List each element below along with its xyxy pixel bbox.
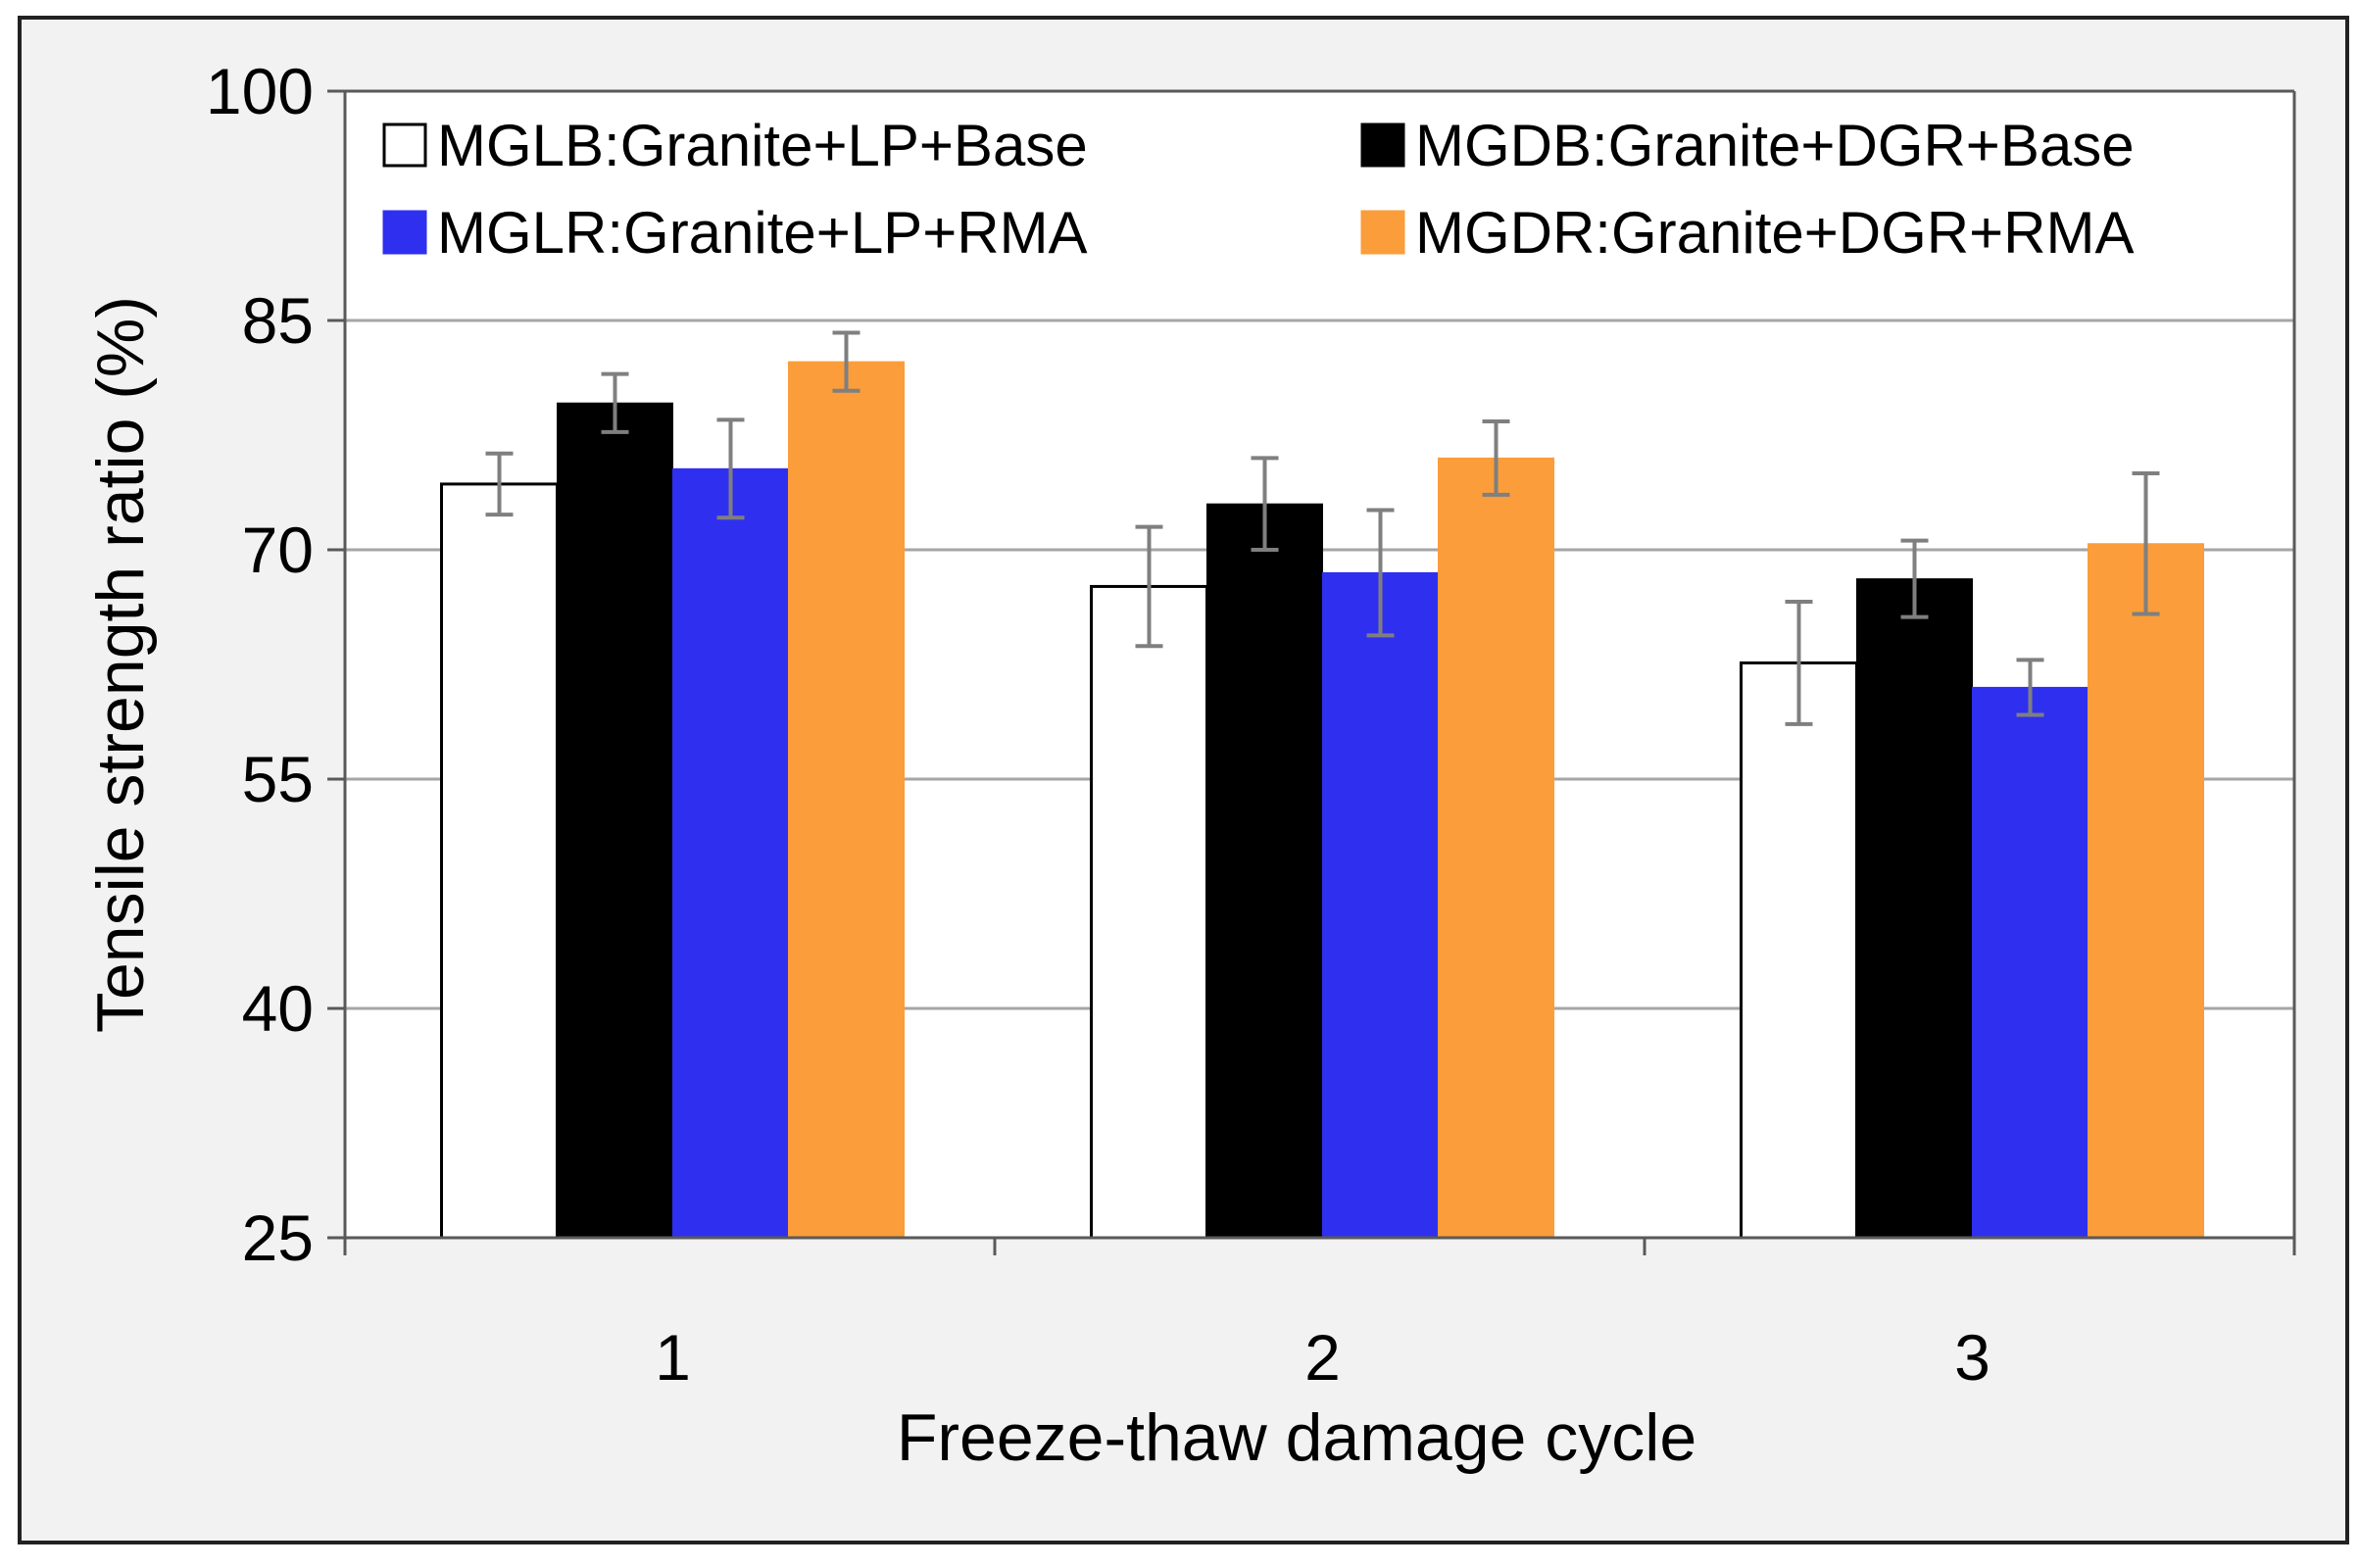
bar-mglb-cycle-2 (1090, 584, 1208, 1240)
x-tick-label: 1 (655, 1321, 691, 1394)
y-tick-label: 25 (242, 1201, 314, 1274)
y-tick-label: 55 (242, 743, 314, 815)
legend-background (363, 100, 2282, 272)
axes (327, 89, 2296, 1255)
bars (440, 361, 2204, 1240)
bar-mglb-cycle-1 (440, 482, 559, 1240)
legend-item-mglr: MGLR:Granite+LP+RMA (382, 200, 1088, 266)
x-tick-label: 2 (1304, 1321, 1341, 1394)
bar-mgdr-cycle-3 (2088, 543, 2204, 1239)
legend: MGLB:Granite+LP+Base MGDB:Granite+DGR+Ba… (363, 100, 2282, 272)
bar-mgdr-cycle-1 (788, 361, 905, 1239)
legend-swatch-mglr (382, 210, 427, 255)
bar-mgdb-cycle-2 (1206, 503, 1323, 1239)
y-tick-label: 40 (242, 972, 314, 1045)
legend-label-mgdr: MGDR:Granite+DGR+RMA (1415, 200, 2134, 266)
bar-mgdr-cycle-2 (1438, 457, 1554, 1239)
bar-mgdb-cycle-1 (557, 402, 673, 1239)
legend-swatch-mglb (382, 122, 427, 168)
bar-mglr-cycle-3 (1972, 686, 2089, 1239)
x-tick-label: 3 (1954, 1321, 1990, 1394)
x-axis-title: Freeze-thaw damage cycle (897, 1400, 1696, 1475)
y-tick-label: 85 (242, 284, 314, 357)
legend-label-mglb: MGLB:Granite+LP+Base (437, 113, 1088, 178)
error-bars (485, 330, 2160, 726)
legend-swatch-mgdb (1360, 122, 1405, 168)
bar-mglr-cycle-2 (1322, 571, 1439, 1239)
y-axis-title: Tensile strength ratio (%) (83, 296, 158, 1033)
tick-labels: 25 40 55 70 85 100 1 2 3 (206, 55, 1990, 1394)
legend-swatch-mgdr (1360, 210, 1405, 255)
bar-mgdb-cycle-3 (1856, 578, 1973, 1239)
bar-mglr-cycle-1 (672, 467, 789, 1239)
bar-mglb-cycle-3 (1740, 661, 1858, 1240)
legend-label-mgdb: MGDB:Granite+DGR+Base (1415, 113, 2135, 178)
legend-item-mgdb: MGDB:Granite+DGR+Base (1360, 113, 2135, 178)
y-tick-label: 100 (206, 55, 314, 127)
y-tick-label: 70 (242, 514, 314, 586)
legend-label-mglr: MGLR:Granite+LP+RMA (437, 200, 1088, 266)
legend-item-mglb: MGLB:Granite+LP+Base (382, 113, 1088, 178)
legend-item-mgdr: MGDR:Granite+DGR+RMA (1360, 200, 2134, 266)
